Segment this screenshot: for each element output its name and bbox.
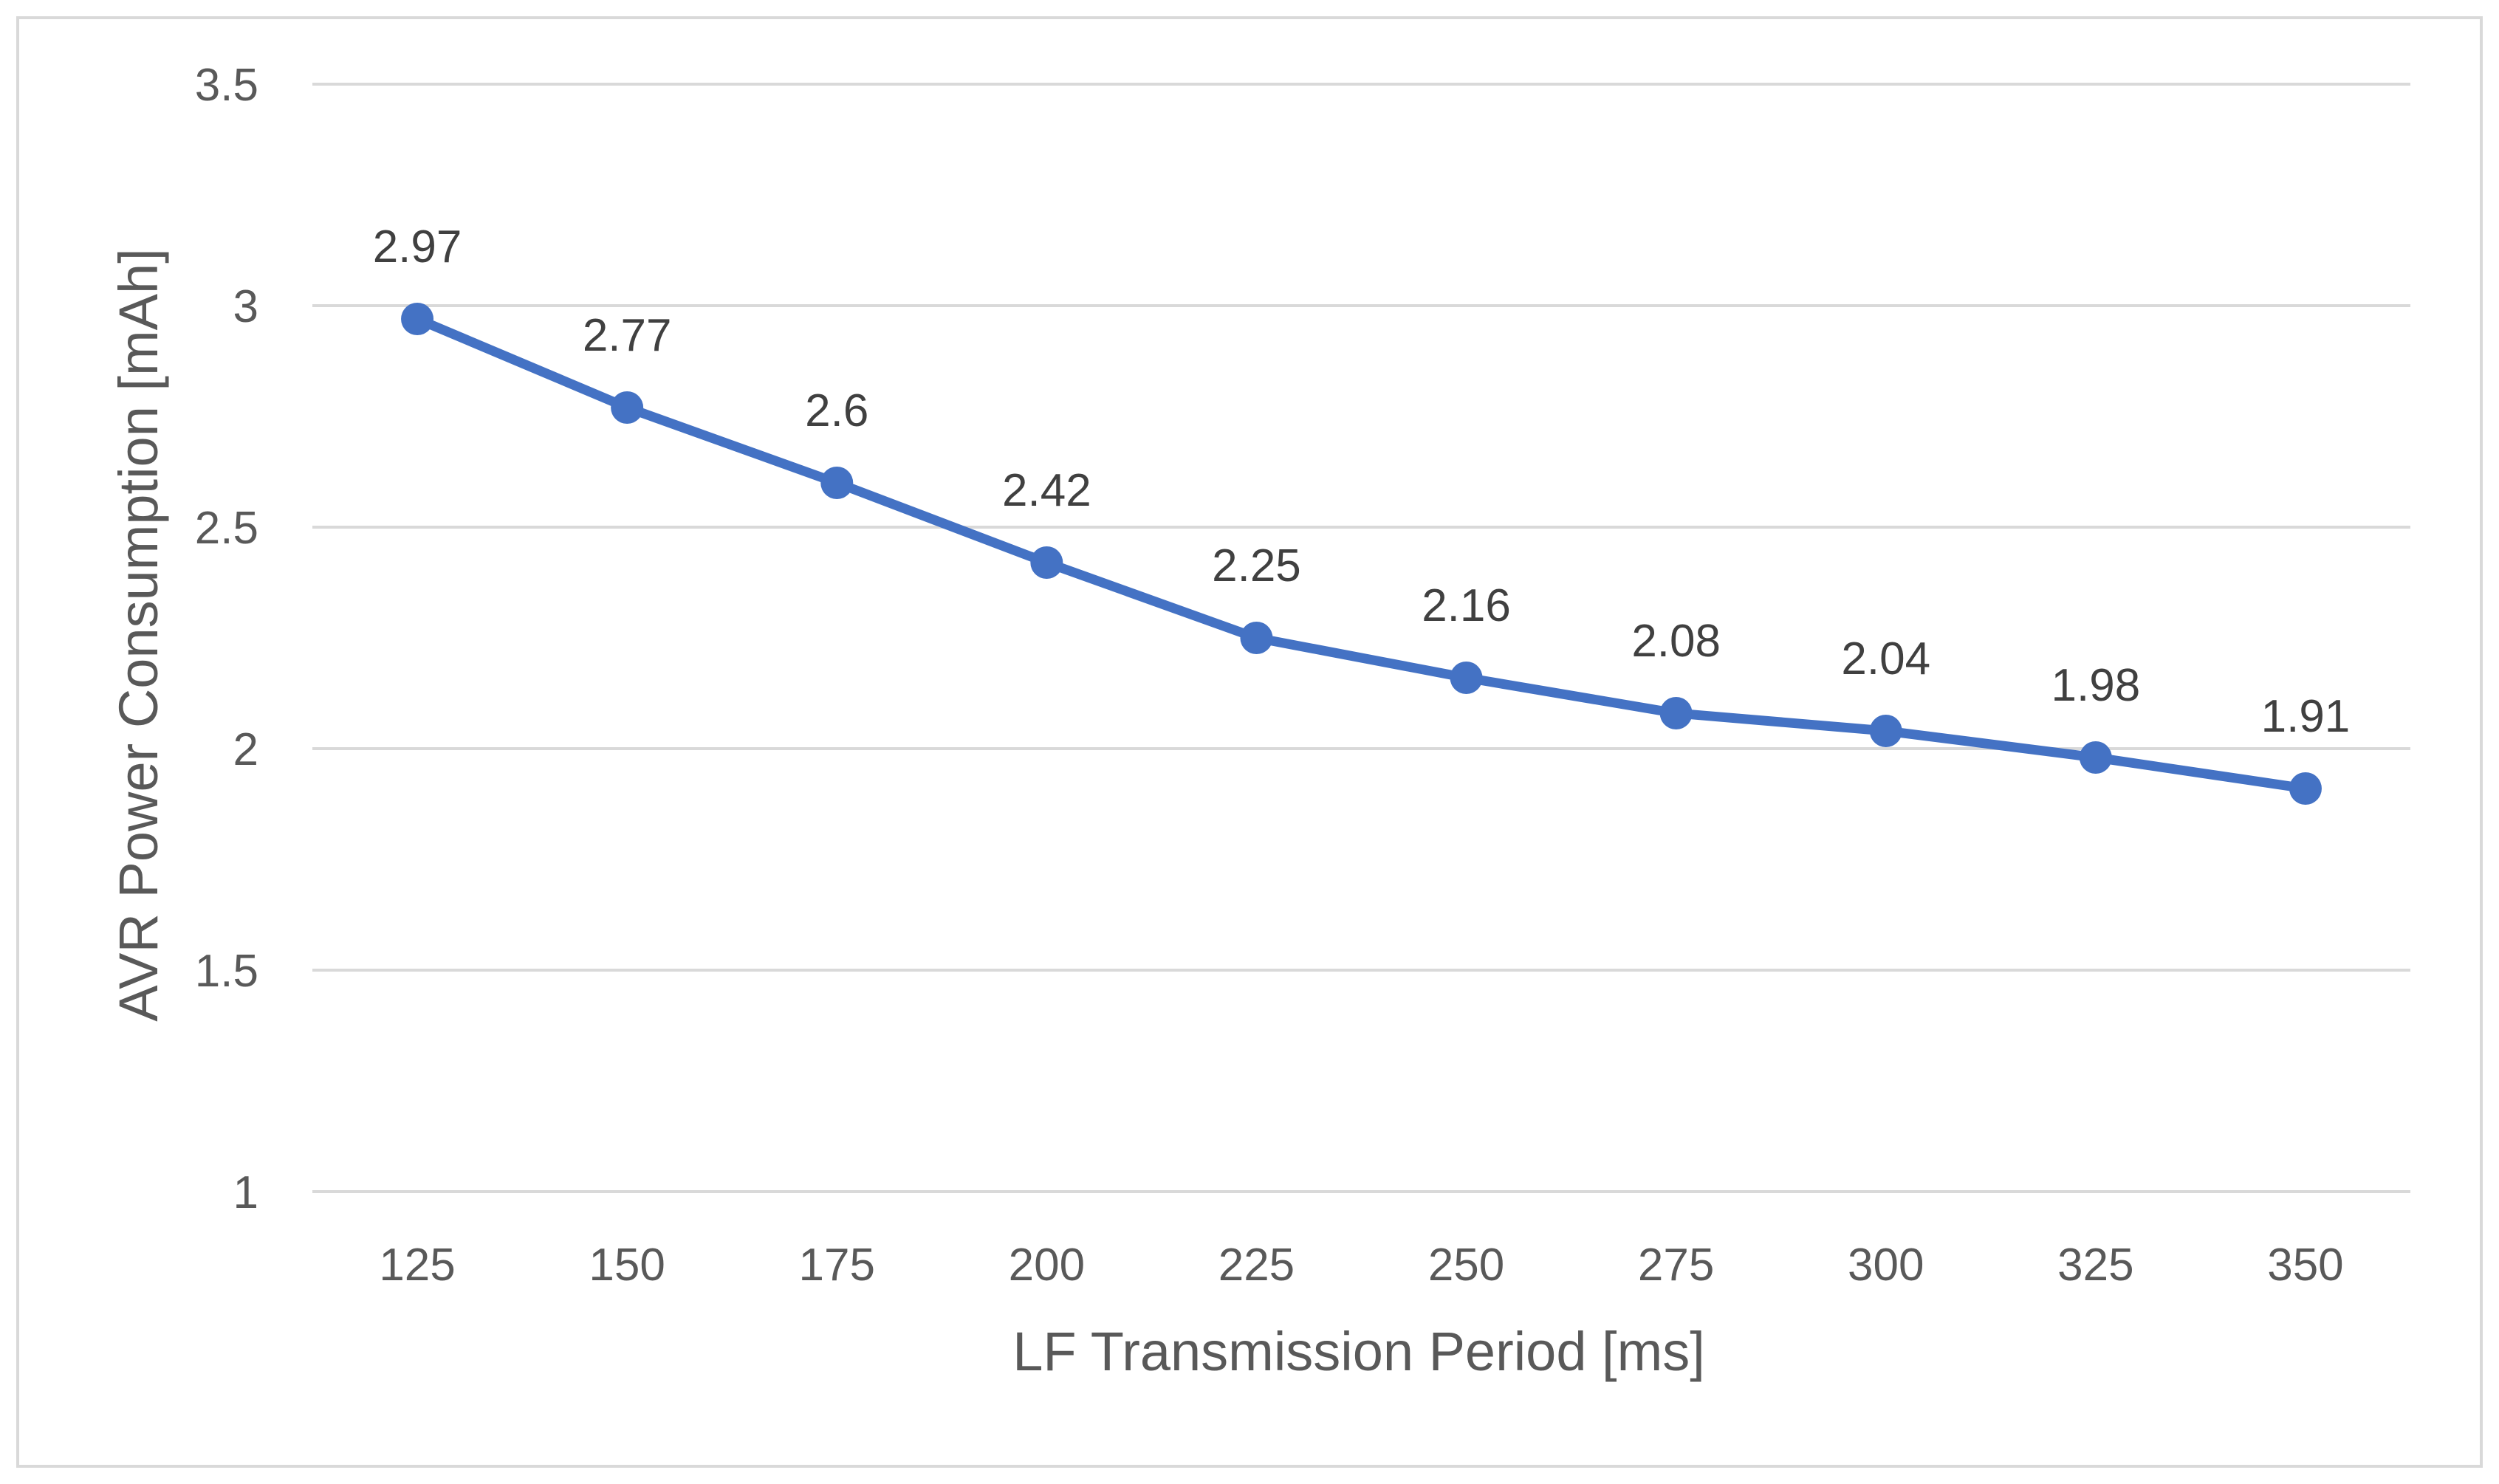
data-point: [1450, 662, 1483, 694]
data-label: 2.42: [1002, 465, 1091, 516]
chart-frame: [16, 16, 2483, 1468]
y-tick-label: 1.5: [195, 946, 258, 997]
x-axis-title: LF Transmission Period [ms]: [1012, 1321, 1705, 1382]
data-label: 2.77: [583, 310, 672, 361]
data-point: [2079, 741, 2112, 774]
x-tick-label: 275: [1638, 1240, 1714, 1291]
data-point: [1659, 697, 1693, 729]
data-point: [1869, 715, 1902, 747]
y-tick-label: 3: [233, 281, 258, 332]
y-axis-tick-labels: 1 1.5 2 2.5 3 3.5: [195, 60, 258, 1218]
y-tick-label: 1: [233, 1167, 258, 1218]
x-tick-label: 175: [799, 1240, 875, 1291]
data-series: [401, 303, 2322, 805]
data-point: [820, 467, 854, 499]
data-labels: 2.97 2.77 2.6 2.42 2.25 2.16 2.08 2.04 1.98 1.91: [373, 221, 2351, 742]
x-tick-label: 300: [1848, 1240, 1924, 1291]
data-label: 2.6: [805, 385, 868, 436]
data-label: 1.98: [2051, 660, 2141, 711]
data-point: [611, 391, 644, 424]
data-label: 2.25: [1212, 540, 1301, 591]
x-tick-label: 350: [2267, 1240, 2343, 1291]
data-point: [1240, 622, 1273, 654]
y-tick-label: 3.5: [195, 60, 258, 111]
x-tick-label: 250: [1428, 1240, 1504, 1291]
y-axis-title: AVR Power Consumption [mAh]: [108, 248, 169, 1021]
x-tick-label: 125: [379, 1240, 455, 1291]
gridlines: [312, 83, 2410, 1193]
x-tick-label: 150: [589, 1240, 665, 1291]
y-tick-label: 2.5: [195, 503, 258, 554]
data-label: 2.04: [1841, 633, 1930, 684]
data-point: [1030, 546, 1063, 579]
data-label: 2.16: [1422, 580, 1511, 631]
x-tick-label: 225: [1218, 1240, 1295, 1291]
data-point: [2289, 772, 2322, 805]
x-tick-label: 325: [2057, 1240, 2133, 1291]
data-point: [401, 303, 434, 335]
data-label: 2.97: [373, 221, 462, 272]
series-line: [412, 314, 2311, 794]
data-label: 2.08: [1631, 616, 1721, 667]
x-tick-label: 200: [1009, 1240, 1085, 1291]
data-label: 1.91: [2261, 691, 2351, 742]
x-axis-tick-labels: 125 150 175 200 225 250 275 300 325 350: [379, 1240, 2343, 1291]
y-tick-label: 2: [233, 724, 258, 775]
